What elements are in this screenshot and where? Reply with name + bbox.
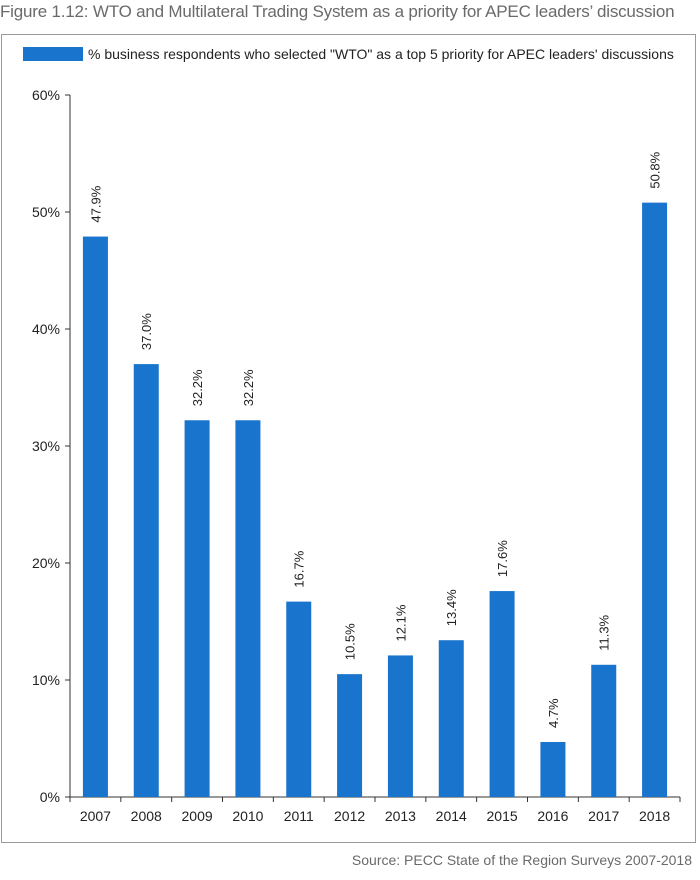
x-tick-label: 2013 [385, 808, 416, 824]
bar [591, 664, 617, 797]
x-tick-label: 2016 [537, 808, 568, 824]
data-label: 32.2% [241, 369, 256, 406]
legend: % business respondents who selected "WTO… [23, 46, 674, 62]
x-tick-label: 2011 [284, 808, 314, 824]
data-label: 16.7% [292, 550, 307, 587]
y-tick-label: 30% [32, 438, 60, 454]
x-tick-label: 2014 [436, 808, 467, 824]
y-tick-label: 10% [32, 672, 60, 688]
y-tick-label: 40% [32, 321, 60, 337]
figure-title: Figure 1.12: WTO and Multilateral Tradin… [0, 2, 675, 21]
bar [337, 674, 363, 797]
data-label: 47.9% [88, 185, 103, 222]
x-tick-label: 2008 [131, 808, 162, 824]
data-label: 13.4% [444, 589, 459, 626]
x-tick-label: 2007 [80, 808, 111, 824]
x-tick-label: 2017 [588, 808, 619, 824]
bar [642, 202, 668, 797]
chart-frame [1, 34, 696, 843]
bar [286, 601, 312, 797]
x-tick-label: 2009 [182, 808, 213, 824]
bar [235, 420, 261, 797]
bar [133, 364, 159, 797]
legend-label: % business respondents who selected "WTO… [88, 46, 674, 62]
bar [184, 420, 210, 797]
x-tick-label: 2015 [487, 808, 518, 824]
bars [82, 202, 668, 797]
data-label: 37.0% [139, 313, 154, 350]
y-tick-label: 20% [32, 555, 60, 571]
data-label: 50.8% [648, 151, 663, 188]
x-tick-label: 2010 [232, 808, 263, 824]
data-label: 4.7% [546, 698, 561, 728]
bar [540, 742, 566, 797]
source-note: Source: PECC State of the Region Surveys… [351, 852, 692, 868]
data-labels: 47.9% 37.0% 32.2% 32.2% 16.7% 10.5% 12.1% 13.4%… [88, 151, 662, 728]
bar [438, 640, 464, 797]
axes: 0% 10% 20% 30% 40% 50% 60% 2007 2008 2009 2010 2011… [32, 87, 681, 824]
bar [387, 655, 413, 797]
y-tick-label: 0% [40, 789, 60, 805]
x-tick-label: 2018 [639, 808, 670, 824]
y-tick-label: 50% [32, 204, 60, 220]
data-label: 11.3% [597, 614, 612, 650]
legend-swatch [23, 47, 83, 61]
data-label: 10.5% [343, 623, 358, 660]
y-tick-label: 60% [32, 87, 60, 103]
bar [82, 236, 108, 797]
x-tick-label: 2012 [334, 808, 365, 824]
data-label: 32.2% [190, 369, 205, 406]
data-label: 12.1% [393, 604, 408, 641]
bar [489, 591, 515, 797]
data-label: 17.6% [495, 540, 510, 577]
